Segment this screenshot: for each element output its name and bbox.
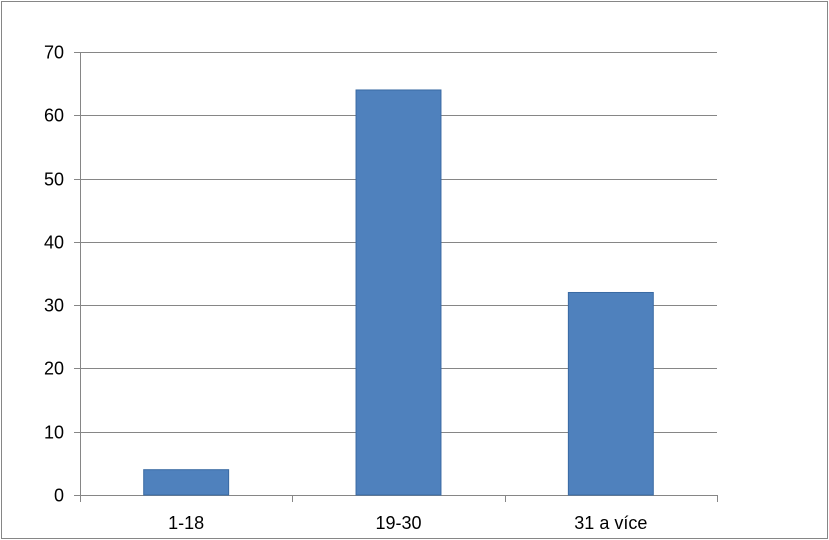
y-tick-label: 0 [54, 486, 64, 506]
bars [143, 89, 654, 496]
y-tick-label: 10 [44, 423, 64, 443]
y-tick-label: 50 [44, 170, 64, 190]
x-tick-label: 31 a více [574, 513, 647, 533]
y-tick-label: 30 [44, 296, 64, 316]
x-tick-label: 1-18 [168, 513, 204, 533]
y-tick-label: 70 [44, 43, 64, 63]
bar-1 [143, 469, 230, 496]
bar-3 [567, 291, 654, 496]
y-tick-label: 60 [44, 106, 64, 126]
y-tick-label: 40 [44, 233, 64, 253]
y-tick-label: 20 [44, 359, 64, 379]
y-tick-labels: 0 10 20 30 40 50 60 70 [44, 43, 64, 506]
x-tick-label: 19-30 [375, 513, 421, 533]
bar-2 [355, 89, 442, 496]
x-tick-labels: 1-18 19-30 31 a více [168, 513, 647, 533]
